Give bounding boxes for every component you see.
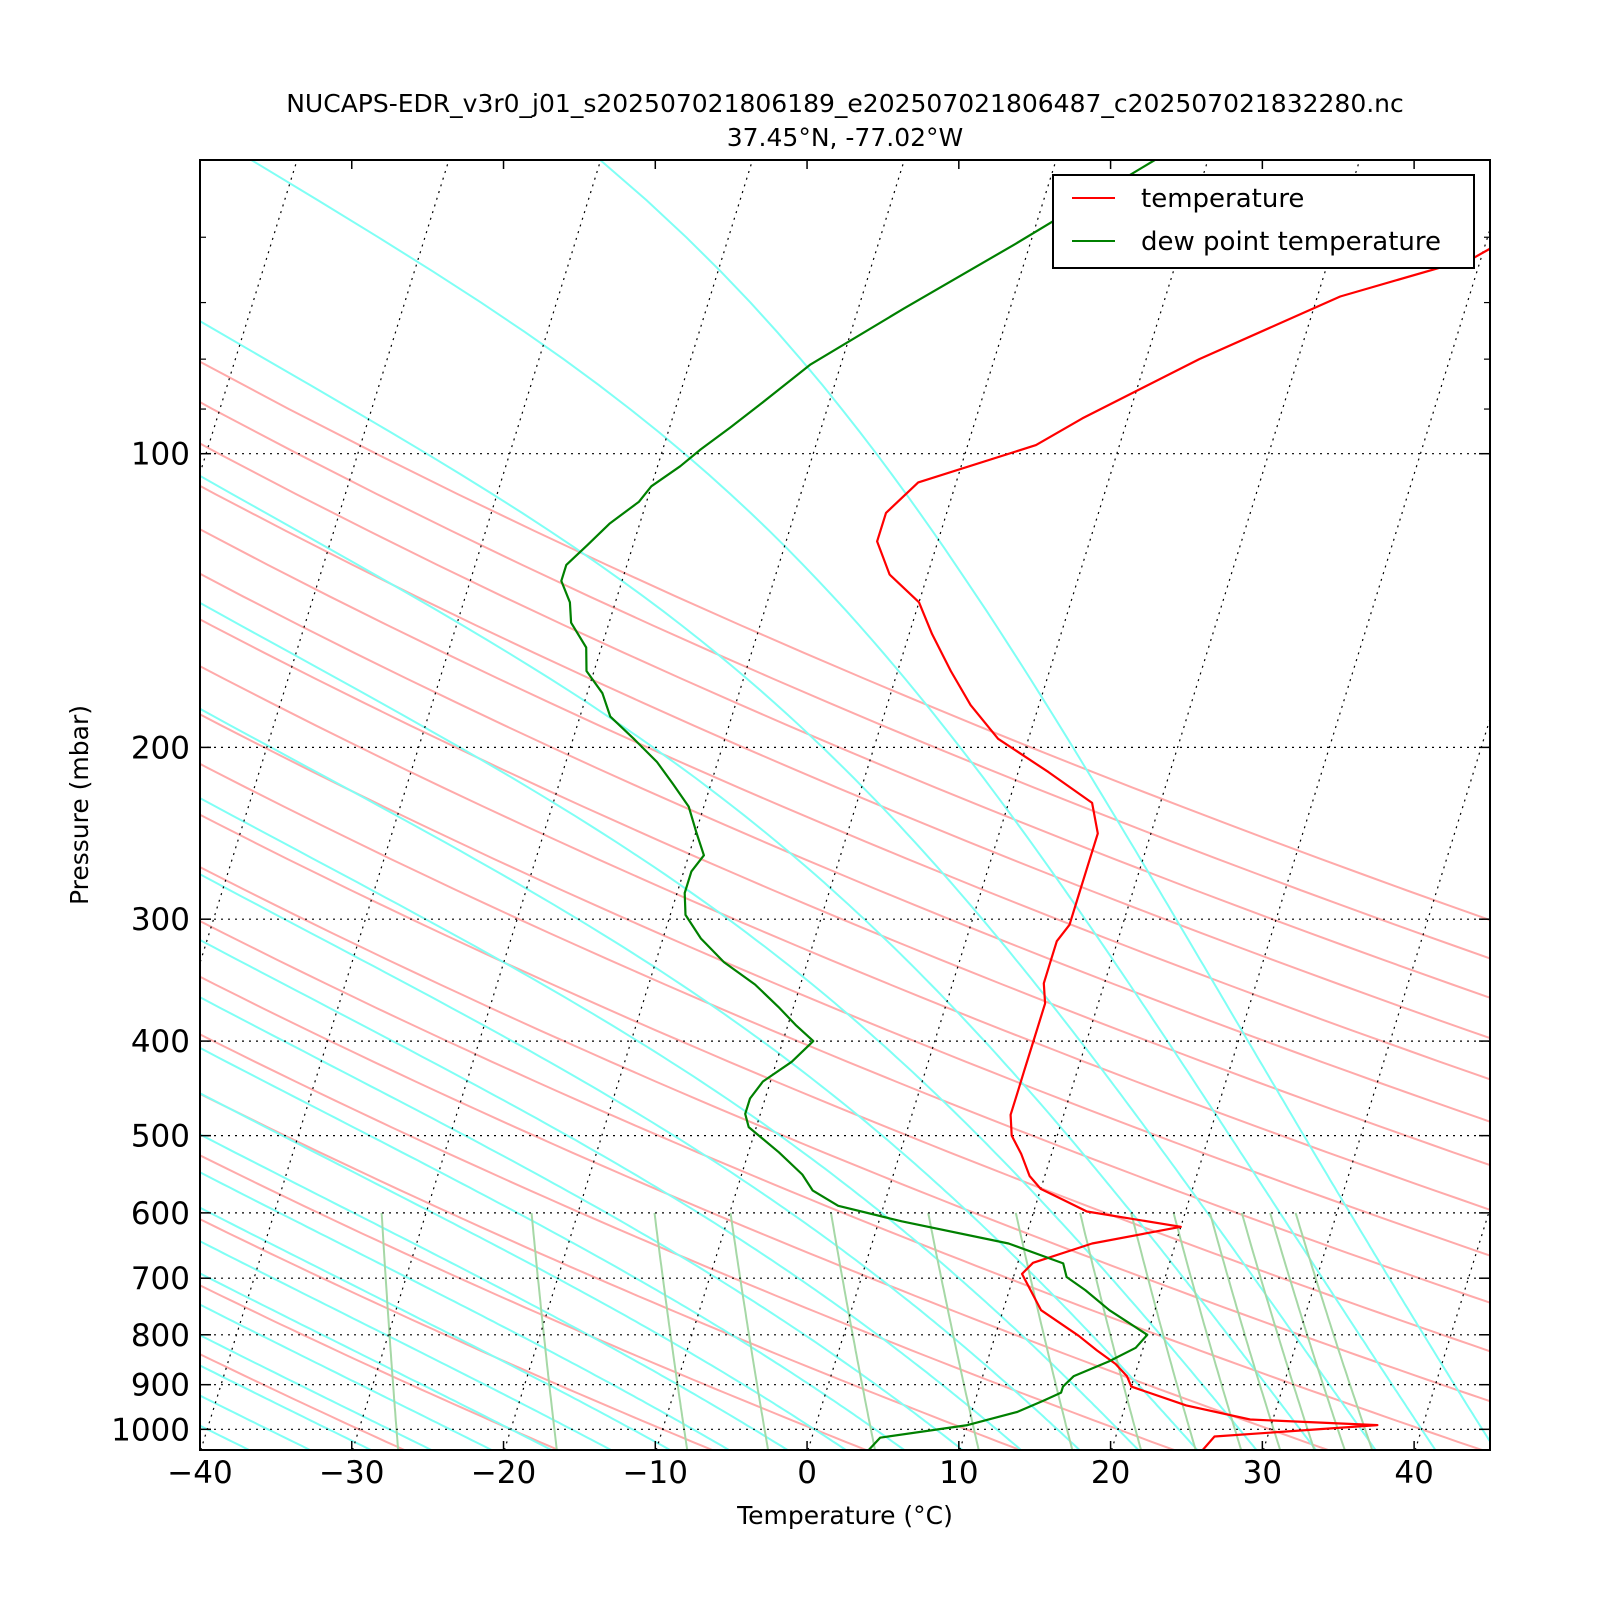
dry-adiabat [200, 762, 1490, 1304]
mixing-ratio-line [1294, 1212, 1374, 1450]
moist-adiabat [200, 1092, 848, 1450]
y-tick-label: 700 [131, 1261, 190, 1297]
dry-adiabat [200, 1154, 867, 1450]
mixing-ratio-line [927, 1212, 980, 1450]
x-tick-label: −30 [319, 1455, 384, 1491]
dry-adiabat [200, 1092, 1021, 1450]
dry-adiabat [200, 665, 1490, 1211]
temperature-line [876, 247, 1490, 1450]
y-axis: 100 200 300 400 500 600 700 800 900 1000 [111, 236, 1490, 1448]
moist-adiabat [200, 938, 1023, 1450]
plot-frame [199, 159, 1491, 1451]
dry-adiabat [200, 1353, 405, 1450]
y-tick-label: 400 [131, 1024, 190, 1060]
mixing-ratio-line [1014, 1212, 1074, 1450]
isotherm-gridline [1414, 1206, 1490, 1450]
moist-adiabat [599, 160, 1490, 1444]
moist-adiabat [200, 1133, 790, 1450]
dry-adiabat [200, 920, 1483, 1450]
mixing-ratio-line [1269, 1212, 1346, 1450]
isotherm-gridline [1262, 717, 1490, 1450]
dry-adiabat [200, 572, 1490, 1123]
grid-lines [200, 160, 1490, 1450]
dry-adiabat [200, 1218, 713, 1450]
x-axis-label: Temperature (°C) [736, 1501, 953, 1530]
moist-adiabat [200, 1272, 554, 1450]
isotherm-gridline [1111, 227, 1490, 1450]
x-tick-label: 0 [797, 1455, 817, 1491]
dry-adiabat [200, 484, 1490, 1040]
dry-adiabat [200, 1033, 1175, 1450]
moist-adiabat [200, 320, 1377, 1450]
mixing-ratio-line [1079, 1212, 1143, 1450]
moist-adiabat [200, 1334, 434, 1450]
dry-adiabat [200, 401, 1490, 960]
mixing-ratio-line [729, 1212, 770, 1450]
moist-adiabat [200, 873, 1082, 1450]
chart-title: NUCAPS-EDR_v3r0_j01_s202507021806189_e20… [286, 89, 1404, 118]
isotherm-gridline [352, 160, 754, 1450]
y-tick-label: 300 [131, 902, 190, 938]
data-lines [560, 160, 1490, 1450]
moist-adiabat [250, 160, 1437, 1450]
moist-adiabat [200, 474, 1318, 1450]
mixing-ratio-line [530, 1212, 558, 1450]
mixing-ratio-line [380, 1212, 400, 1450]
moist-adiabat [200, 601, 1258, 1450]
mixing-ratio-line [1208, 1212, 1282, 1450]
y-tick-label: 500 [131, 1119, 190, 1155]
isotherm-gridline [959, 160, 1361, 1450]
dewpoint-line [560, 160, 1156, 1450]
moist-adiabat [200, 1206, 673, 1450]
moist-adiabat [200, 1046, 907, 1450]
dry-adiabat [200, 865, 1490, 1403]
x-tick-label: 10 [939, 1455, 978, 1491]
mixing-ratio-line [830, 1212, 876, 1450]
y-tick-label: 800 [131, 1318, 190, 1354]
x-tick-label: −20 [471, 1455, 536, 1491]
mixing-ratio-line [653, 1212, 689, 1450]
mixing-ratio-line [1240, 1212, 1316, 1450]
isotherm-gridline [655, 160, 1057, 1450]
dry-adiabat [200, 975, 1329, 1450]
legend: temperature dew point temperature [1052, 174, 1475, 269]
x-tick-label: −10 [623, 1455, 688, 1491]
moist-adiabat [200, 1303, 494, 1450]
y-axis-label: Pressure (mbar) [65, 705, 94, 905]
moist-adiabat [200, 1364, 374, 1450]
chart-subtitle: 37.45°N, -77.02°W [727, 123, 963, 152]
moist-adiabat [200, 1240, 614, 1450]
legend-box [1052, 174, 1475, 269]
y-tick-label: 1000 [111, 1412, 190, 1448]
moist-adiabat [200, 1171, 731, 1450]
y-tick-label: 900 [131, 1368, 190, 1404]
moist-adiabat [200, 707, 1199, 1450]
y-tick-label: 100 [131, 437, 190, 473]
isotherm-gridline [200, 160, 602, 1450]
legend-temperature-label: temperature [1141, 184, 1304, 214]
isotherm-gridline [807, 160, 1209, 1450]
moist-adiabat [200, 996, 965, 1450]
x-tick-label: −40 [167, 1455, 232, 1491]
mixing-ratio-line [1130, 1212, 1197, 1450]
dry-adiabat [200, 442, 1490, 999]
x-tick-label: 40 [1394, 1455, 1433, 1491]
y-tick-label: 200 [131, 730, 190, 766]
dry-adiabat [200, 813, 1490, 1353]
isotherm-gridline [503, 160, 905, 1450]
dry-adiabat [200, 360, 1490, 922]
reference-lines [200, 160, 1490, 1450]
x-axis: −40 −30 −20 −10 0 10 20 30 40 [167, 160, 1434, 1491]
dry-adiabat [200, 618, 1490, 1167]
x-tick-label: 20 [1091, 1455, 1130, 1491]
y-tick-label: 600 [131, 1196, 190, 1232]
legend-dewpoint-label: dew point temperature [1141, 227, 1441, 257]
dry-adiabat [200, 528, 1490, 1081]
mixing-ratio-line [1172, 1212, 1243, 1450]
x-tick-label: 30 [1243, 1455, 1282, 1491]
